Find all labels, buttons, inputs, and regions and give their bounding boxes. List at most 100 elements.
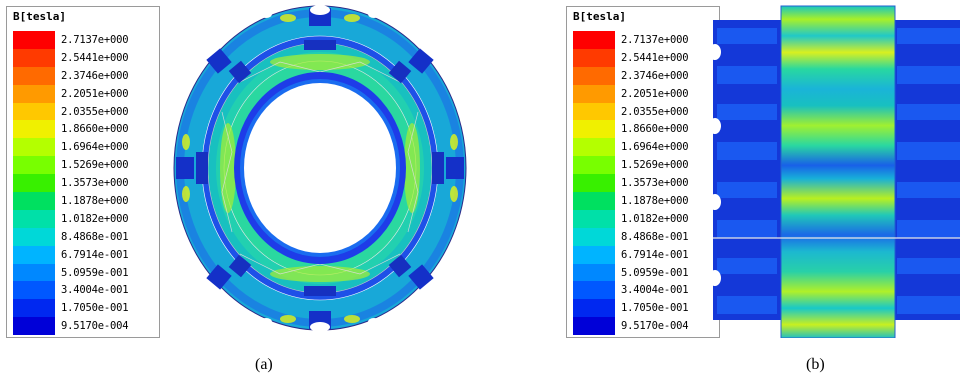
legend-value: 1.1878e+000 (61, 194, 129, 207)
color-swatch (13, 245, 55, 264)
color-swatch (13, 156, 55, 175)
legend-row: 1.0182e+000 (573, 209, 689, 228)
color-swatch (573, 138, 615, 157)
legend-row: 1.1878e+000 (13, 192, 129, 210)
panel-b: B[tesla] 2.7137e+000 2.5441e+000 2.3746e… (560, 0, 960, 373)
legend-row: 1.6964e+000 (573, 138, 689, 157)
color-swatch (13, 102, 55, 121)
legend-row: 9.5170e-004 (13, 317, 129, 336)
caption-a: (a) (255, 356, 273, 373)
panel-a: B[tesla] 2.7137e+000 2.5441e+000 2.3746e… (0, 0, 480, 373)
legend-value: 1.0182e+000 (621, 212, 689, 225)
legend-row: 1.3573e+000 (573, 174, 689, 193)
ring-field-plot (173, 5, 467, 332)
legend-row: 1.8660e+000 (13, 120, 129, 139)
color-swatch (573, 209, 615, 228)
legend-value: 2.0355e+000 (621, 105, 689, 118)
color-swatch (13, 174, 55, 193)
legend-row: 5.0959e-001 (13, 263, 129, 282)
color-swatch (573, 227, 615, 246)
legend-row: 2.7137e+000 (13, 31, 129, 49)
legend-rows: 2.7137e+000 2.5441e+000 2.3746e+000 2.20… (13, 31, 129, 336)
caption-b: (b) (806, 356, 825, 373)
legend-value: 2.5441e+000 (621, 51, 689, 64)
color-swatch (13, 299, 55, 318)
color-swatch (573, 317, 615, 336)
color-swatch (13, 138, 55, 157)
color-swatch (573, 299, 615, 318)
color-swatch (573, 84, 615, 103)
legend-row: 1.1878e+000 (573, 192, 689, 210)
legend-row: 1.5269e+000 (13, 156, 129, 175)
color-swatch (573, 192, 615, 210)
legend-value: 8.4868e-001 (621, 230, 689, 243)
side-view-field-plot (713, 5, 960, 338)
legend-row: 1.7050e-001 (13, 299, 129, 318)
legend-row: 3.4004e-001 (573, 281, 689, 300)
legend-value: 1.0182e+000 (61, 212, 129, 225)
legend-value: 2.5441e+000 (61, 51, 129, 64)
legend-rows: 2.7137e+000 2.5441e+000 2.3746e+000 2.20… (573, 31, 689, 336)
color-swatch (13, 48, 55, 67)
legend-value: 1.7050e-001 (61, 302, 129, 315)
color-swatch (573, 245, 615, 264)
legend-row: 5.0959e-001 (573, 263, 689, 282)
legend-row: 9.5170e-004 (573, 317, 689, 336)
legend-row: 1.8660e+000 (573, 120, 689, 139)
legend-value: 3.4004e-001 (61, 284, 129, 297)
legend-row: 8.4868e-001 (13, 227, 129, 246)
legend-value: 1.5269e+000 (61, 159, 129, 172)
color-swatch (13, 84, 55, 103)
legend-row: 3.4004e-001 (13, 281, 129, 300)
legend-value: 9.5170e-004 (621, 320, 689, 333)
legend-row: 2.2051e+000 (13, 84, 129, 103)
color-swatch (573, 281, 615, 300)
color-swatch (573, 66, 615, 85)
legend-value: 9.5170e-004 (61, 320, 129, 333)
legend-value: 1.6964e+000 (621, 141, 689, 154)
legend-value: 1.6964e+000 (61, 141, 129, 154)
legend-row: 1.5269e+000 (573, 156, 689, 175)
color-swatch (573, 31, 615, 49)
legend-row: 1.6964e+000 (13, 138, 129, 157)
legend-value: 1.3573e+000 (61, 177, 129, 190)
legend-value: 2.3746e+000 (61, 69, 129, 82)
legend-row: 6.7914e-001 (13, 245, 129, 264)
color-swatch (573, 174, 615, 193)
legend-value: 8.4868e-001 (61, 230, 129, 243)
legend-value: 1.1878e+000 (621, 194, 689, 207)
legend-row: 2.5441e+000 (573, 48, 689, 67)
color-swatch (13, 192, 55, 210)
legend-title: B[tesla] (573, 10, 626, 23)
color-swatch (13, 263, 55, 282)
legend-value: 1.7050e-001 (621, 302, 689, 315)
color-swatch (573, 156, 615, 175)
legend-value: 1.5269e+000 (621, 159, 689, 172)
legend-row: 2.3746e+000 (13, 66, 129, 85)
legend-row: 2.0355e+000 (573, 102, 689, 121)
legend-value: 2.0355e+000 (61, 105, 129, 118)
legend-row: 2.0355e+000 (13, 102, 129, 121)
legend-row: 1.0182e+000 (13, 209, 129, 228)
color-swatch (13, 31, 55, 49)
color-swatch (13, 227, 55, 246)
legend-row: 2.7137e+000 (573, 31, 689, 49)
legend-value: 6.7914e-001 (621, 248, 689, 261)
legend-value: 1.3573e+000 (621, 177, 689, 190)
legend-value: 2.2051e+000 (61, 87, 129, 100)
legend-title: B[tesla] (13, 10, 66, 23)
legend-a: B[tesla] 2.7137e+000 2.5441e+000 2.3746e… (6, 6, 160, 338)
legend-value: 2.2051e+000 (621, 87, 689, 100)
color-swatch (573, 263, 615, 282)
color-swatch (573, 48, 615, 67)
color-swatch (13, 317, 55, 336)
legend-row: 2.2051e+000 (573, 84, 689, 103)
color-swatch (13, 281, 55, 300)
color-swatch (13, 120, 55, 139)
legend-value: 5.0959e-001 (61, 266, 129, 279)
legend-value: 1.8660e+000 (61, 123, 129, 136)
legend-value: 1.8660e+000 (621, 123, 689, 136)
legend-value: 5.0959e-001 (621, 266, 689, 279)
legend-value: 6.7914e-001 (61, 248, 129, 261)
legend-b: B[tesla] 2.7137e+000 2.5441e+000 2.3746e… (566, 6, 720, 338)
